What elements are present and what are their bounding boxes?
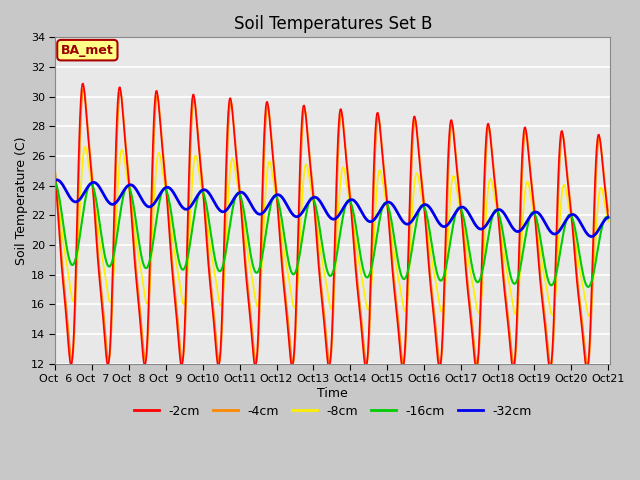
-32cm: [433, 216, 440, 221]
-32cm: [198, 188, 205, 194]
-4cm: [198, 165, 205, 170]
-16cm: [554, 265, 561, 271]
-16cm: [173, 247, 180, 252]
-4cm: [52, 170, 60, 176]
-32cm: [53, 177, 61, 183]
Legend: -2cm, -4cm, -8cm, -16cm, -32cm: -2cm, -4cm, -8cm, -16cm, -32cm: [129, 400, 537, 423]
-2cm: [604, 214, 612, 220]
-8cm: [433, 281, 440, 287]
-2cm: [198, 170, 205, 176]
Text: BA_met: BA_met: [61, 44, 114, 57]
-32cm: [324, 212, 332, 217]
-8cm: [585, 313, 593, 319]
-32cm: [378, 205, 385, 211]
-8cm: [52, 182, 60, 188]
-8cm: [378, 172, 385, 178]
-4cm: [584, 363, 591, 369]
-16cm: [377, 211, 385, 216]
Line: -8cm: -8cm: [56, 147, 608, 316]
Line: -4cm: -4cm: [56, 88, 608, 366]
-16cm: [604, 216, 612, 221]
-8cm: [324, 291, 332, 297]
-4cm: [378, 139, 385, 145]
Y-axis label: Soil Temperature (C): Soil Temperature (C): [15, 136, 28, 265]
-4cm: [80, 85, 88, 91]
-2cm: [79, 81, 87, 86]
-8cm: [173, 267, 181, 273]
-2cm: [583, 366, 591, 372]
Line: -16cm: -16cm: [56, 183, 608, 287]
Title: Soil Temperatures Set B: Soil Temperatures Set B: [234, 15, 432, 33]
-16cm: [196, 188, 204, 194]
-16cm: [584, 284, 592, 290]
-4cm: [433, 328, 440, 334]
-4cm: [324, 351, 332, 357]
-16cm: [431, 263, 439, 269]
-32cm: [173, 197, 181, 203]
-8cm: [554, 247, 562, 252]
-32cm: [588, 234, 595, 240]
-2cm: [173, 326, 181, 332]
-2cm: [433, 340, 440, 346]
-8cm: [604, 218, 612, 224]
-4cm: [173, 314, 181, 320]
-8cm: [81, 144, 89, 150]
-2cm: [52, 177, 60, 183]
-32cm: [52, 177, 60, 183]
-4cm: [604, 208, 612, 214]
-16cm: [323, 268, 331, 274]
-16cm: [52, 180, 60, 186]
-4cm: [554, 198, 562, 204]
-2cm: [324, 361, 332, 367]
X-axis label: Time: Time: [317, 387, 348, 400]
Line: -32cm: -32cm: [56, 180, 608, 237]
-32cm: [604, 215, 612, 220]
-2cm: [554, 174, 562, 180]
-8cm: [198, 183, 205, 189]
-2cm: [378, 144, 385, 150]
Line: -2cm: -2cm: [56, 84, 608, 369]
-32cm: [554, 229, 562, 235]
